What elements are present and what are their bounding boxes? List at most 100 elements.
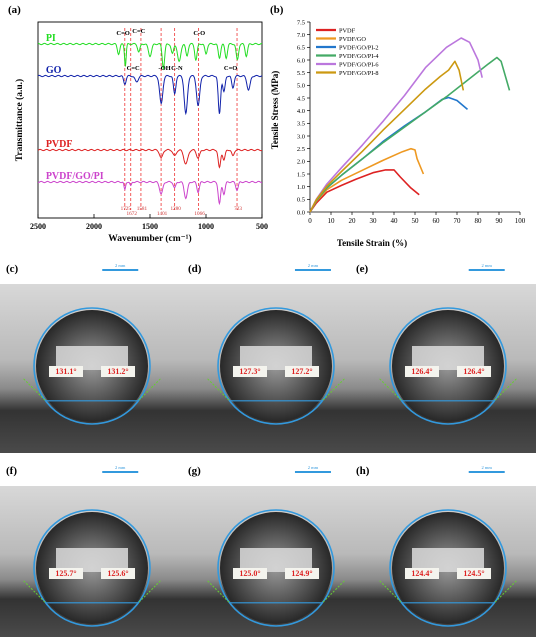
panel-letter-b: (b)	[270, 4, 284, 16]
ftir-series-label: GO	[46, 65, 62, 76]
contact-angle-right: 126.4°	[463, 367, 484, 376]
scale-bar-label: 2 mm	[115, 263, 126, 268]
tensile-y-tick-label: 4.5	[297, 95, 305, 102]
tensile-y-tick-label: 0.0	[297, 209, 305, 216]
ftir-plot-frame	[37, 21, 263, 219]
tensile-x-tick-label: 40	[391, 217, 399, 225]
scale-bar-label: 2 mm	[115, 465, 126, 470]
tensile-x-tick-label: 20	[349, 217, 357, 225]
contact-angle-left: 125.7°	[55, 569, 76, 578]
contact-angle-panel-d: (d) 2 mm 127.3° 127.2°	[188, 263, 360, 453]
angle-label-box	[285, 366, 319, 377]
contact-angle-left: 125.0°	[239, 569, 260, 578]
droplet-fit-circle	[33, 509, 151, 627]
ftir-annotation: C=O	[224, 65, 237, 72]
tensile-y-tick-label: 0.5	[297, 197, 305, 204]
droplet-fit-circle	[217, 509, 335, 627]
tensile-y-tick-label: 4.0	[297, 108, 305, 115]
droplet-fit-circle	[33, 307, 151, 425]
droplet-fit-circle	[389, 307, 507, 425]
tensile-x-tick-label: 60	[433, 217, 441, 225]
contact-angle-right: 131.2°	[107, 367, 128, 376]
tangent-right	[494, 580, 517, 604]
tensile-chart: (b) 0 10 20 30 40 50 60 70 80 90 100 0.0 0.5 1.0 1.5 2.…	[270, 4, 526, 248]
tensile-legend-label: PVDF/GO/PI-8	[339, 70, 379, 77]
tensile-y-tick-label: 3.0	[297, 133, 305, 140]
angle-label-box	[101, 366, 135, 377]
tangent-right	[494, 378, 517, 402]
scale-bar-label: 2 mm	[308, 263, 319, 268]
tensile-y-tick-label: 3.5	[297, 121, 305, 128]
angle-label-box	[285, 568, 319, 579]
tensile-y-tick-label: 7.0	[297, 32, 305, 39]
tensile-y-tick-label: 5.0	[297, 83, 305, 90]
scale-bar-label: 2 mm	[308, 465, 319, 470]
ftir-peak-label: 1725	[121, 206, 132, 212]
tensile-y-tick-label: 7.5	[297, 19, 305, 26]
ftir-x-tick-label: 1000	[198, 222, 214, 231]
tensile-legend-label: PVDF	[339, 27, 356, 34]
scale-bar-label: 2 mm	[482, 263, 493, 268]
contact-angle-panel-h: (h) 2 mm 124.4° 124.5°	[356, 465, 536, 637]
tangent-left	[23, 378, 46, 402]
panel-letter-a: (a)	[8, 4, 21, 16]
tangent-right	[138, 378, 161, 402]
tensile-y-tick-label: 1.0	[297, 184, 305, 191]
tensile-x-tick-label: 10	[328, 217, 336, 225]
ftir-peak-label: 1401	[157, 211, 168, 217]
tensile-x-tick-label: 100	[515, 217, 526, 225]
panel-letter-d: (d)	[188, 263, 202, 275]
angle-label-box	[233, 568, 267, 579]
contact-angle-panel-e: (e) 2 mm 126.4° 126.4°	[356, 263, 536, 453]
tensile-y-tick-label: 5.5	[297, 70, 305, 77]
ftir-series-label: PVDF/GO/PI	[46, 171, 104, 182]
scale-bar-label: 2 mm	[482, 465, 493, 470]
angle-label-box	[233, 366, 267, 377]
contact-angle-panels: (c) 2 mm 131.1° 131.2° (d) 2 mm 127.3° 127.2° (e…	[0, 263, 536, 637]
tensile-series-line	[309, 169, 420, 213]
ftir-peak-label: 723	[234, 206, 242, 212]
angle-label-box	[405, 568, 439, 579]
tensile-y-tick-label: 6.0	[297, 57, 305, 64]
ftir-series-label: PVDF	[46, 139, 73, 150]
tensile-x-tick-label: 90	[496, 217, 504, 225]
tensile-x-tick-label: 30	[370, 217, 378, 225]
panel-letter-e: (e)	[356, 263, 369, 275]
droplet-fit-circle	[217, 307, 335, 425]
ftir-x-tick-label: 1500	[142, 222, 158, 231]
tensile-series-line	[309, 56, 511, 213]
angle-label-box	[101, 568, 135, 579]
ftir-x-axis-label: Wavenumber (cm⁻¹)	[108, 233, 191, 244]
tangent-right	[322, 580, 345, 604]
ftir-annotation: C=C	[127, 65, 140, 72]
angle-label-box	[405, 366, 439, 377]
panel-letter-c: (c)	[6, 263, 19, 275]
contact-angle-left: 131.1°	[55, 367, 76, 376]
contact-angle-right: 124.5°	[463, 569, 484, 578]
ftir-x-tick-label: 2000	[86, 222, 102, 231]
tensile-legend-label: PVDF/GO/PI-2	[339, 44, 379, 51]
tensile-x-tick-label: 70	[454, 217, 462, 225]
contact-angle-right: 125.6°	[107, 569, 128, 578]
angle-label-box	[457, 568, 491, 579]
ftir-peak-label: 1066	[194, 211, 205, 217]
contact-angle-left: 127.3°	[239, 367, 260, 376]
tangent-left	[379, 580, 402, 604]
panel-letter-f: (f)	[6, 465, 17, 477]
tensile-legend-label: PVDF/GO	[339, 36, 366, 43]
ftir-x-tick-label: 2500	[30, 222, 46, 231]
ftir-peak-label: 1581	[137, 206, 148, 212]
ftir-series-line	[37, 180, 262, 206]
ftir-series-line	[38, 42, 263, 71]
contact-angle-right: 127.2°	[291, 367, 312, 376]
tangent-right	[138, 580, 161, 604]
tensile-legend-label: PVDF/GO/PI-6	[339, 61, 379, 68]
tensile-y-tick-label: 1.5	[297, 171, 305, 178]
tensile-series-line	[309, 60, 465, 213]
tangent-right	[322, 378, 345, 402]
tangent-left	[207, 580, 230, 604]
ftir-series-line	[37, 74, 263, 116]
ftir-annotation: -OH	[158, 65, 170, 72]
contact-angle-panel-g: (g) 2 mm 125.0° 124.9°	[188, 465, 360, 637]
